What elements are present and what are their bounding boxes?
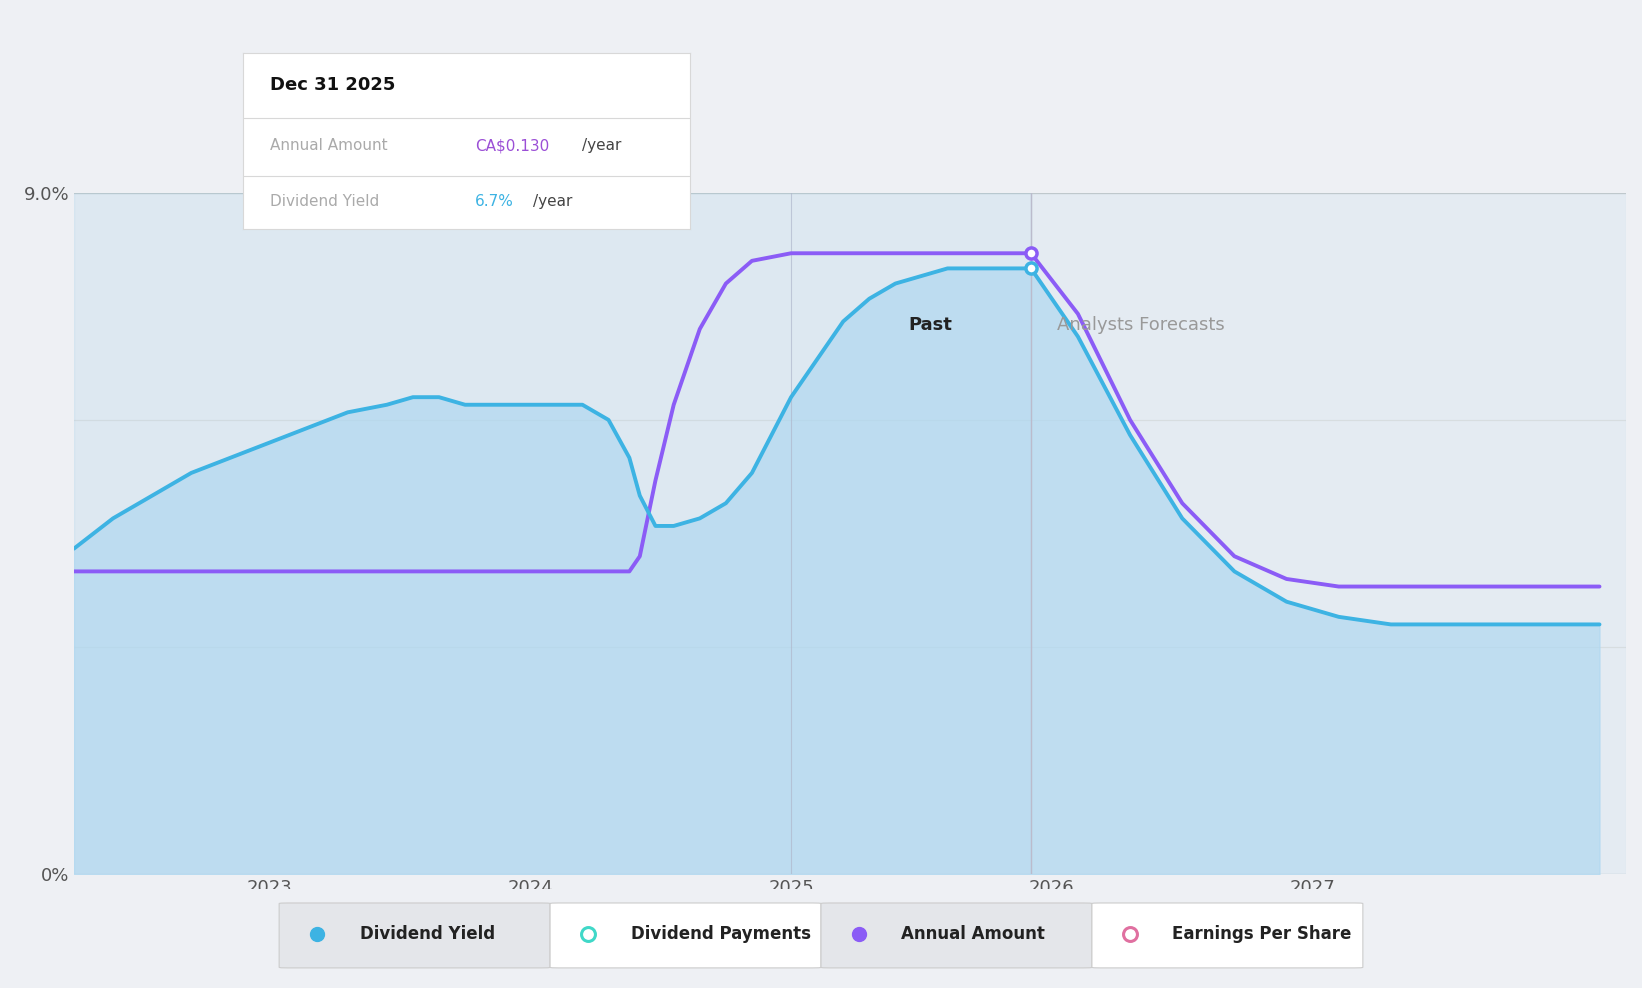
Text: Dividend Yield: Dividend Yield	[360, 925, 494, 943]
Text: Dividend Yield: Dividend Yield	[269, 195, 379, 209]
Text: /year: /year	[583, 138, 622, 153]
Bar	[74, 193, 1031, 874]
Bar	[1031, 193, 1626, 874]
Text: Annual Amount: Annual Amount	[901, 925, 1046, 943]
FancyBboxPatch shape	[1092, 903, 1363, 968]
Text: Analysts Forecasts: Analysts Forecasts	[1057, 316, 1225, 334]
FancyBboxPatch shape	[279, 903, 550, 968]
Text: Earnings Per Share: Earnings Per Share	[1172, 925, 1351, 943]
Text: Dividend Payments: Dividend Payments	[631, 925, 811, 943]
FancyBboxPatch shape	[821, 903, 1092, 968]
Text: 6.7%: 6.7%	[475, 195, 514, 209]
Text: Annual Amount: Annual Amount	[269, 138, 388, 153]
Text: Past: Past	[910, 316, 952, 334]
FancyBboxPatch shape	[550, 903, 821, 968]
Text: /year: /year	[534, 195, 573, 209]
Text: CA$0.130: CA$0.130	[475, 138, 550, 153]
Text: Dec 31 2025: Dec 31 2025	[269, 76, 396, 94]
